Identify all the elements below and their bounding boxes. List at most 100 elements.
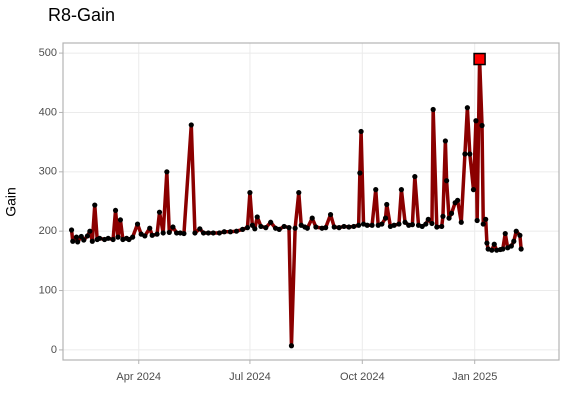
point bbox=[430, 106, 436, 113]
point bbox=[382, 215, 389, 221]
point bbox=[442, 138, 448, 144]
point bbox=[423, 221, 429, 227]
point bbox=[480, 221, 486, 227]
point bbox=[462, 151, 468, 157]
point bbox=[97, 235, 103, 241]
point bbox=[164, 169, 170, 175]
point bbox=[87, 228, 93, 234]
point bbox=[276, 226, 282, 233]
point bbox=[373, 187, 379, 193]
point bbox=[331, 224, 337, 230]
point bbox=[227, 229, 233, 235]
y-axis-label: Gain bbox=[3, 187, 19, 217]
point bbox=[440, 213, 446, 219]
point bbox=[398, 187, 405, 193]
point bbox=[296, 189, 302, 196]
point bbox=[181, 230, 187, 237]
point bbox=[489, 247, 495, 253]
point bbox=[434, 224, 440, 230]
point bbox=[239, 226, 246, 233]
point bbox=[288, 343, 295, 349]
point bbox=[81, 237, 87, 243]
point bbox=[369, 222, 375, 228]
point bbox=[142, 233, 148, 239]
point bbox=[268, 219, 274, 225]
x-tick-label: Oct 2024 bbox=[340, 371, 385, 383]
y-tick-label: 0 bbox=[51, 344, 57, 356]
point bbox=[263, 225, 269, 231]
chart-title: R8-Gain bbox=[48, 5, 115, 25]
point bbox=[346, 224, 352, 230]
point bbox=[112, 207, 119, 214]
point bbox=[205, 230, 211, 236]
point bbox=[254, 214, 260, 220]
point bbox=[384, 201, 390, 208]
x-tick-label: Apr 2024 bbox=[116, 371, 161, 383]
point bbox=[160, 230, 166, 236]
point bbox=[323, 225, 329, 231]
point bbox=[197, 226, 203, 232]
point bbox=[508, 243, 514, 249]
point bbox=[402, 219, 408, 225]
y-tick-label: 300 bbox=[39, 166, 57, 178]
point bbox=[117, 217, 124, 223]
point bbox=[474, 217, 480, 224]
point bbox=[166, 229, 172, 235]
point bbox=[200, 230, 207, 236]
point bbox=[327, 211, 334, 218]
point bbox=[429, 220, 435, 227]
point bbox=[233, 228, 240, 234]
point bbox=[484, 240, 490, 246]
point bbox=[470, 187, 477, 193]
point bbox=[479, 122, 485, 129]
point bbox=[92, 202, 98, 208]
point bbox=[448, 210, 455, 216]
plot bbox=[68, 52, 524, 349]
point bbox=[258, 223, 264, 230]
point bbox=[313, 224, 319, 230]
point bbox=[464, 105, 470, 111]
point bbox=[188, 122, 194, 128]
point bbox=[502, 230, 508, 237]
point bbox=[409, 222, 415, 228]
y-tick-label: 200 bbox=[39, 225, 57, 237]
point bbox=[517, 232, 523, 238]
point bbox=[455, 197, 461, 203]
highlight-point bbox=[473, 52, 486, 66]
point bbox=[292, 225, 298, 231]
y-tick-label: 400 bbox=[39, 106, 57, 118]
point bbox=[210, 230, 216, 236]
point bbox=[286, 225, 292, 231]
point bbox=[309, 215, 315, 221]
point bbox=[154, 231, 160, 237]
y-tick-label: 500 bbox=[39, 47, 57, 59]
point bbox=[336, 225, 342, 231]
y-tick-label: 100 bbox=[39, 284, 57, 296]
point bbox=[358, 128, 364, 135]
point bbox=[356, 222, 362, 228]
point bbox=[444, 178, 450, 184]
point bbox=[500, 246, 506, 252]
point bbox=[396, 221, 402, 227]
point bbox=[147, 225, 153, 231]
point bbox=[130, 234, 136, 240]
point bbox=[467, 151, 473, 157]
point bbox=[174, 230, 180, 236]
point bbox=[70, 238, 76, 244]
point bbox=[192, 230, 198, 236]
x-tick-label: Jan 2025 bbox=[452, 371, 497, 383]
point bbox=[511, 238, 517, 244]
point bbox=[244, 225, 251, 231]
point bbox=[73, 234, 80, 240]
point bbox=[149, 232, 155, 238]
point bbox=[68, 227, 75, 233]
point bbox=[105, 235, 111, 241]
point bbox=[247, 189, 253, 196]
point bbox=[84, 233, 91, 239]
point bbox=[425, 216, 431, 222]
point bbox=[216, 230, 222, 236]
point bbox=[89, 238, 95, 244]
point bbox=[446, 215, 452, 221]
point bbox=[170, 224, 176, 230]
